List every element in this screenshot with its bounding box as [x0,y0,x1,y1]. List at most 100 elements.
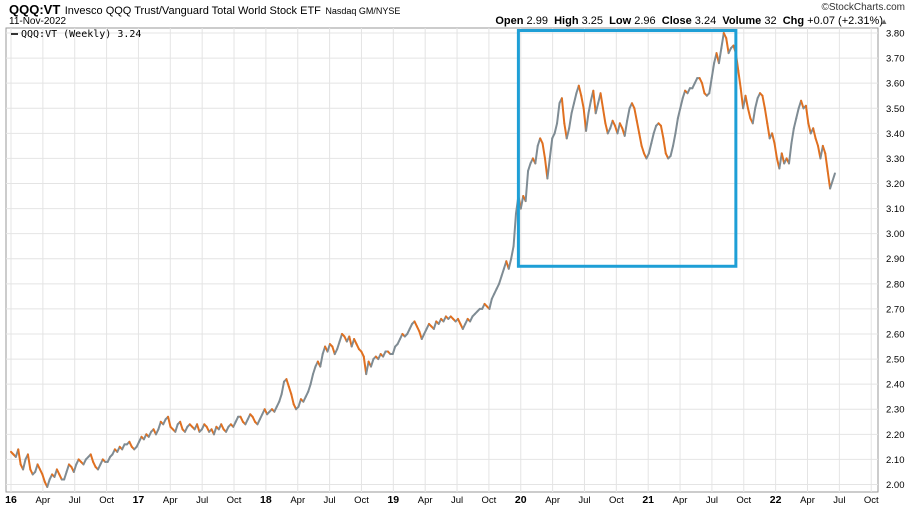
price-segment [510,245,515,260]
exchange: Nasdaq GM/NYSE [325,6,401,16]
y-tick-label: 3.40 [886,129,905,140]
x-tick-label: Oct [736,495,751,506]
price-segment [720,32,725,50]
price-segment [739,87,745,110]
x-tick-label: Apr [290,495,305,506]
y-axis-ticks: 2.00 2.10 2.20 2.30 2.40 2.50 2.60 2.70 2.80 2.90… [886,29,905,491]
y-tick-label: 2.50 [886,355,905,366]
legend: QQQ:VT (Weekly) 3.24 [11,29,141,40]
price-segment [814,137,820,147]
x-tick-label: Apr [545,495,560,506]
price-segment [72,463,78,473]
price-segment [65,463,70,473]
open-value: 2.99 [526,15,548,27]
price-segment [751,107,757,125]
price-segment [662,137,667,155]
low-label: Low [609,15,632,27]
y-tick-label: 2.80 [886,279,905,290]
price-segment [309,373,315,386]
price-segment [548,137,554,160]
price-segment [500,267,505,278]
chart-header: QQQ:VT Invesco QQQ Trust/Vanguard Total … [9,1,400,19]
price-segment [650,132,655,145]
x-tick-label: Apr [673,495,688,506]
x-tick-label: Jul [196,495,208,506]
price-segment [577,84,583,97]
price-segment [725,37,730,55]
price-segment [572,92,578,105]
chg-value: +0.07 (+2.31%) [807,15,883,27]
price-segment [338,332,344,343]
price-segment [63,470,68,481]
price-segment [22,458,27,471]
price-segment [278,393,283,403]
x-tick-label: 20 [515,494,527,506]
highlight-box [516,29,738,268]
price-segment [766,122,771,140]
price-segment [754,97,759,110]
price-segment [616,122,621,135]
copyright: ©StockCharts.com [821,2,905,13]
price-segment [432,320,438,330]
price-segment [556,102,561,125]
x-tick-label: Jul [451,495,463,506]
legend-swatch [11,33,18,35]
highlight-rectangle [516,29,738,268]
price-segment [819,144,824,160]
price-segment [812,127,817,140]
price-segment [773,142,778,160]
chart-menu-triangle-icon[interactable]: ▲ [880,17,888,26]
price-segment [560,97,566,125]
description: Invesco QQQ Trust/Vanguard Total World S… [64,5,321,17]
x-tick-label: Oct [609,495,624,506]
price-segment [701,82,706,95]
price-segment [638,132,643,147]
price-segment [626,107,631,122]
price-segment [771,132,776,145]
x-tick-label: Oct [482,495,497,506]
price-segment [659,124,665,140]
price-segment [553,122,559,135]
price-segment [179,420,184,431]
price-segment [795,107,800,120]
y-tick-label: 3.20 [886,179,905,190]
high-value: 3.25 [581,15,604,27]
price-segment [604,122,609,135]
plot-frame [5,27,879,493]
price-segment [763,107,769,125]
price-segment [674,117,679,135]
x-tick-label: Apr [35,495,50,506]
price-segment [580,94,585,110]
price-segment [524,169,530,203]
price-segment [565,127,571,140]
x-tick-label: 19 [387,494,399,506]
x-tick-label: Oct [354,495,369,506]
x-tick-label: Apr [418,495,433,506]
volume-value: 32 [764,15,777,27]
price-segment [507,257,513,270]
price-segment [599,92,604,110]
x-tick-label: Oct [227,495,242,506]
price-segment [174,423,179,433]
chart-date: 11-Nov-2022 [9,16,67,27]
x-tick-label: Oct [99,495,114,506]
price-segment [708,77,713,95]
price-segment [280,380,286,396]
price-segment [26,453,32,471]
price-segment [488,297,493,310]
price-segment [788,142,793,165]
price-segment [623,119,629,137]
x-axis-ticks: 16 Apr Jul Oct 17 Apr Jul Oct 18 Apr Jul Oct 19 Apr Ju… [5,494,879,506]
price-segment [647,142,653,155]
price-segment [737,69,742,90]
y-tick-label: 2.40 [886,380,905,391]
price-segment [601,107,607,125]
price-segment [391,345,397,356]
price-segment [326,343,331,353]
quote-bar: Open 2.99 High 3.25 Low 2.96 Close 3.24 … [495,15,883,27]
x-tick-label: 22 [770,494,782,506]
legend-label: QQQ:VT (Weekly) 3.24 [21,29,142,40]
price-segment [319,353,324,368]
price-segment [297,398,302,408]
